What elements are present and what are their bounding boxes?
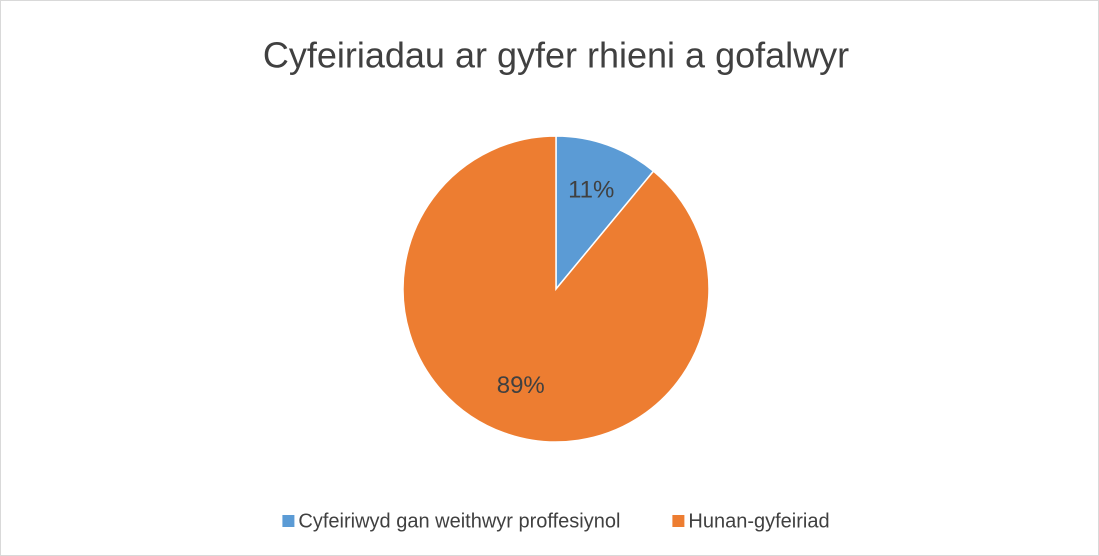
data-label: 89%	[497, 372, 545, 399]
data-label: 11%	[568, 176, 614, 203]
legend-swatch	[672, 515, 685, 527]
legend-label: Hunan-gyfeiriad	[688, 510, 829, 532]
pie-slice	[555, 135, 655, 292]
pie-slice	[402, 135, 710, 443]
chart-title: Cyfeiriadau ar gyfer rhieni a gofalwyr	[263, 35, 849, 76]
legend-label: Cyfeiriwyd gan weithwyr proffesiynol	[298, 510, 620, 532]
legend-swatch	[282, 515, 295, 527]
